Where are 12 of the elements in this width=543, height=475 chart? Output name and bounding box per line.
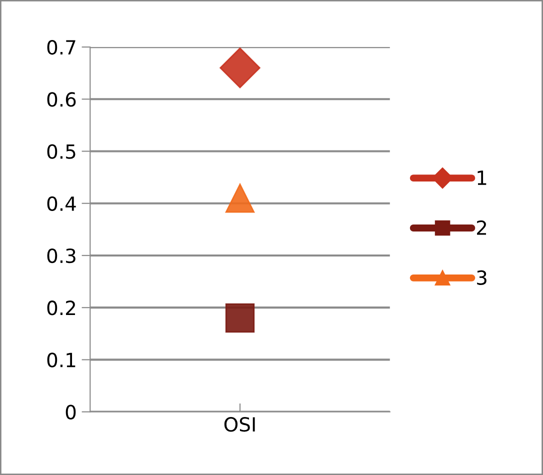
- legend-label: 3: [477, 270, 486, 285]
- y-tick-label: 0: [66, 404, 76, 420]
- x-tick-label: OSI: [224, 417, 255, 432]
- y-tick-label: 0.4: [47, 196, 76, 212]
- y-tick-label: 0.3: [47, 248, 76, 264]
- y-tick-label: 0.5: [47, 144, 76, 159]
- legend-label: 1: [478, 170, 486, 185]
- y-tick-label: 0.7: [47, 40, 76, 55]
- y-tick-label: 0.6: [47, 92, 76, 107]
- y-tick-label: 0.2: [47, 300, 75, 316]
- y-tick-label: 0.1: [47, 352, 76, 368]
- legend-label: 2: [477, 220, 486, 235]
